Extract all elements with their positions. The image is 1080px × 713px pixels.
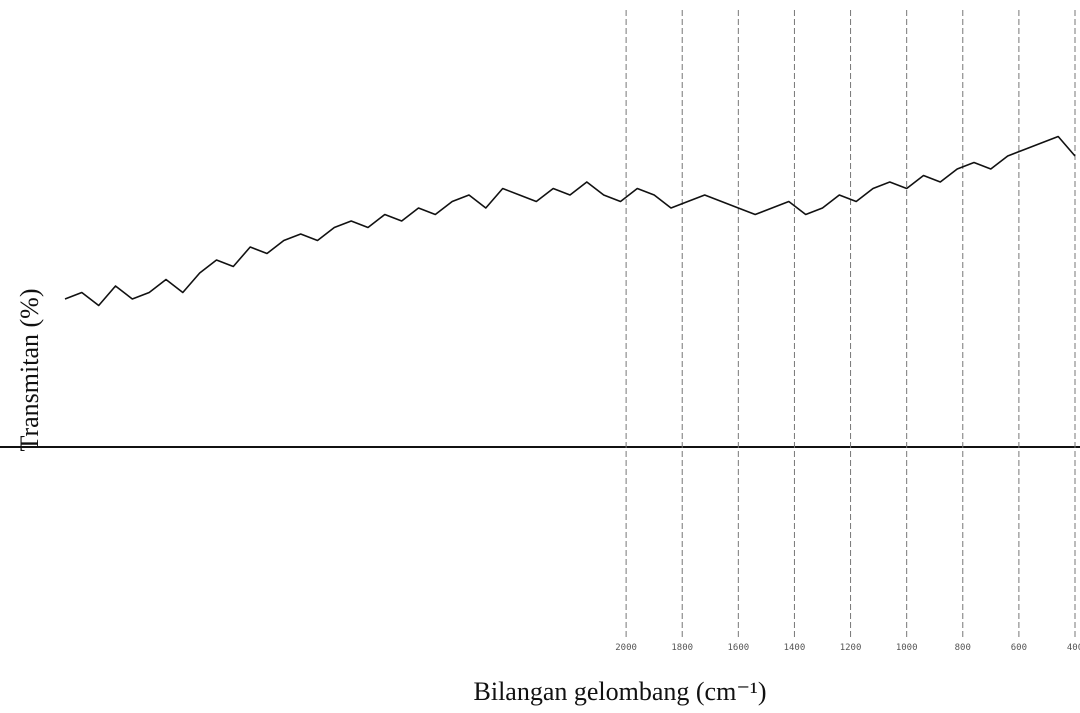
x-tick-label: 2000: [615, 643, 637, 653]
chart: Bilangan gelombang (cm⁻¹) Transmitan (%)…: [0, 0, 1080, 713]
x-tick-label: 1800: [671, 643, 693, 653]
x-tick-label: 800: [955, 643, 971, 653]
x-tick-label: 1000: [896, 643, 918, 653]
x-tick-label: 600: [1011, 643, 1027, 653]
x-tick-label: 1600: [727, 643, 749, 653]
x-axis-title: Bilangan gelombang (cm⁻¹): [474, 677, 767, 706]
y-axis-title: Transmitan (%): [15, 289, 44, 452]
x-tick-label: 1400: [784, 643, 806, 653]
x-tick-label: 400: [1067, 643, 1080, 653]
x-tick-label: 1200: [840, 643, 862, 653]
background: [0, 0, 1080, 713]
